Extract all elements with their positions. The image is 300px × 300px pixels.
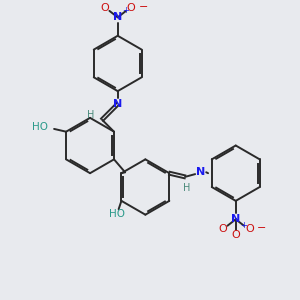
Text: −: − [139,2,148,12]
Text: N: N [113,12,122,22]
Text: O: O [126,3,135,13]
Text: N: N [196,167,205,177]
Text: O: O [245,224,254,233]
Text: O: O [218,224,227,233]
Text: H: H [87,110,95,120]
Text: H: H [183,183,190,193]
Text: N: N [231,214,240,224]
Text: N: N [113,99,122,109]
Text: O: O [100,3,109,13]
Text: O: O [231,230,240,240]
Text: HO: HO [32,122,48,132]
Text: −: − [257,223,266,232]
Text: HO: HO [109,209,125,219]
Text: +: + [122,6,128,15]
Text: +: + [240,221,247,230]
